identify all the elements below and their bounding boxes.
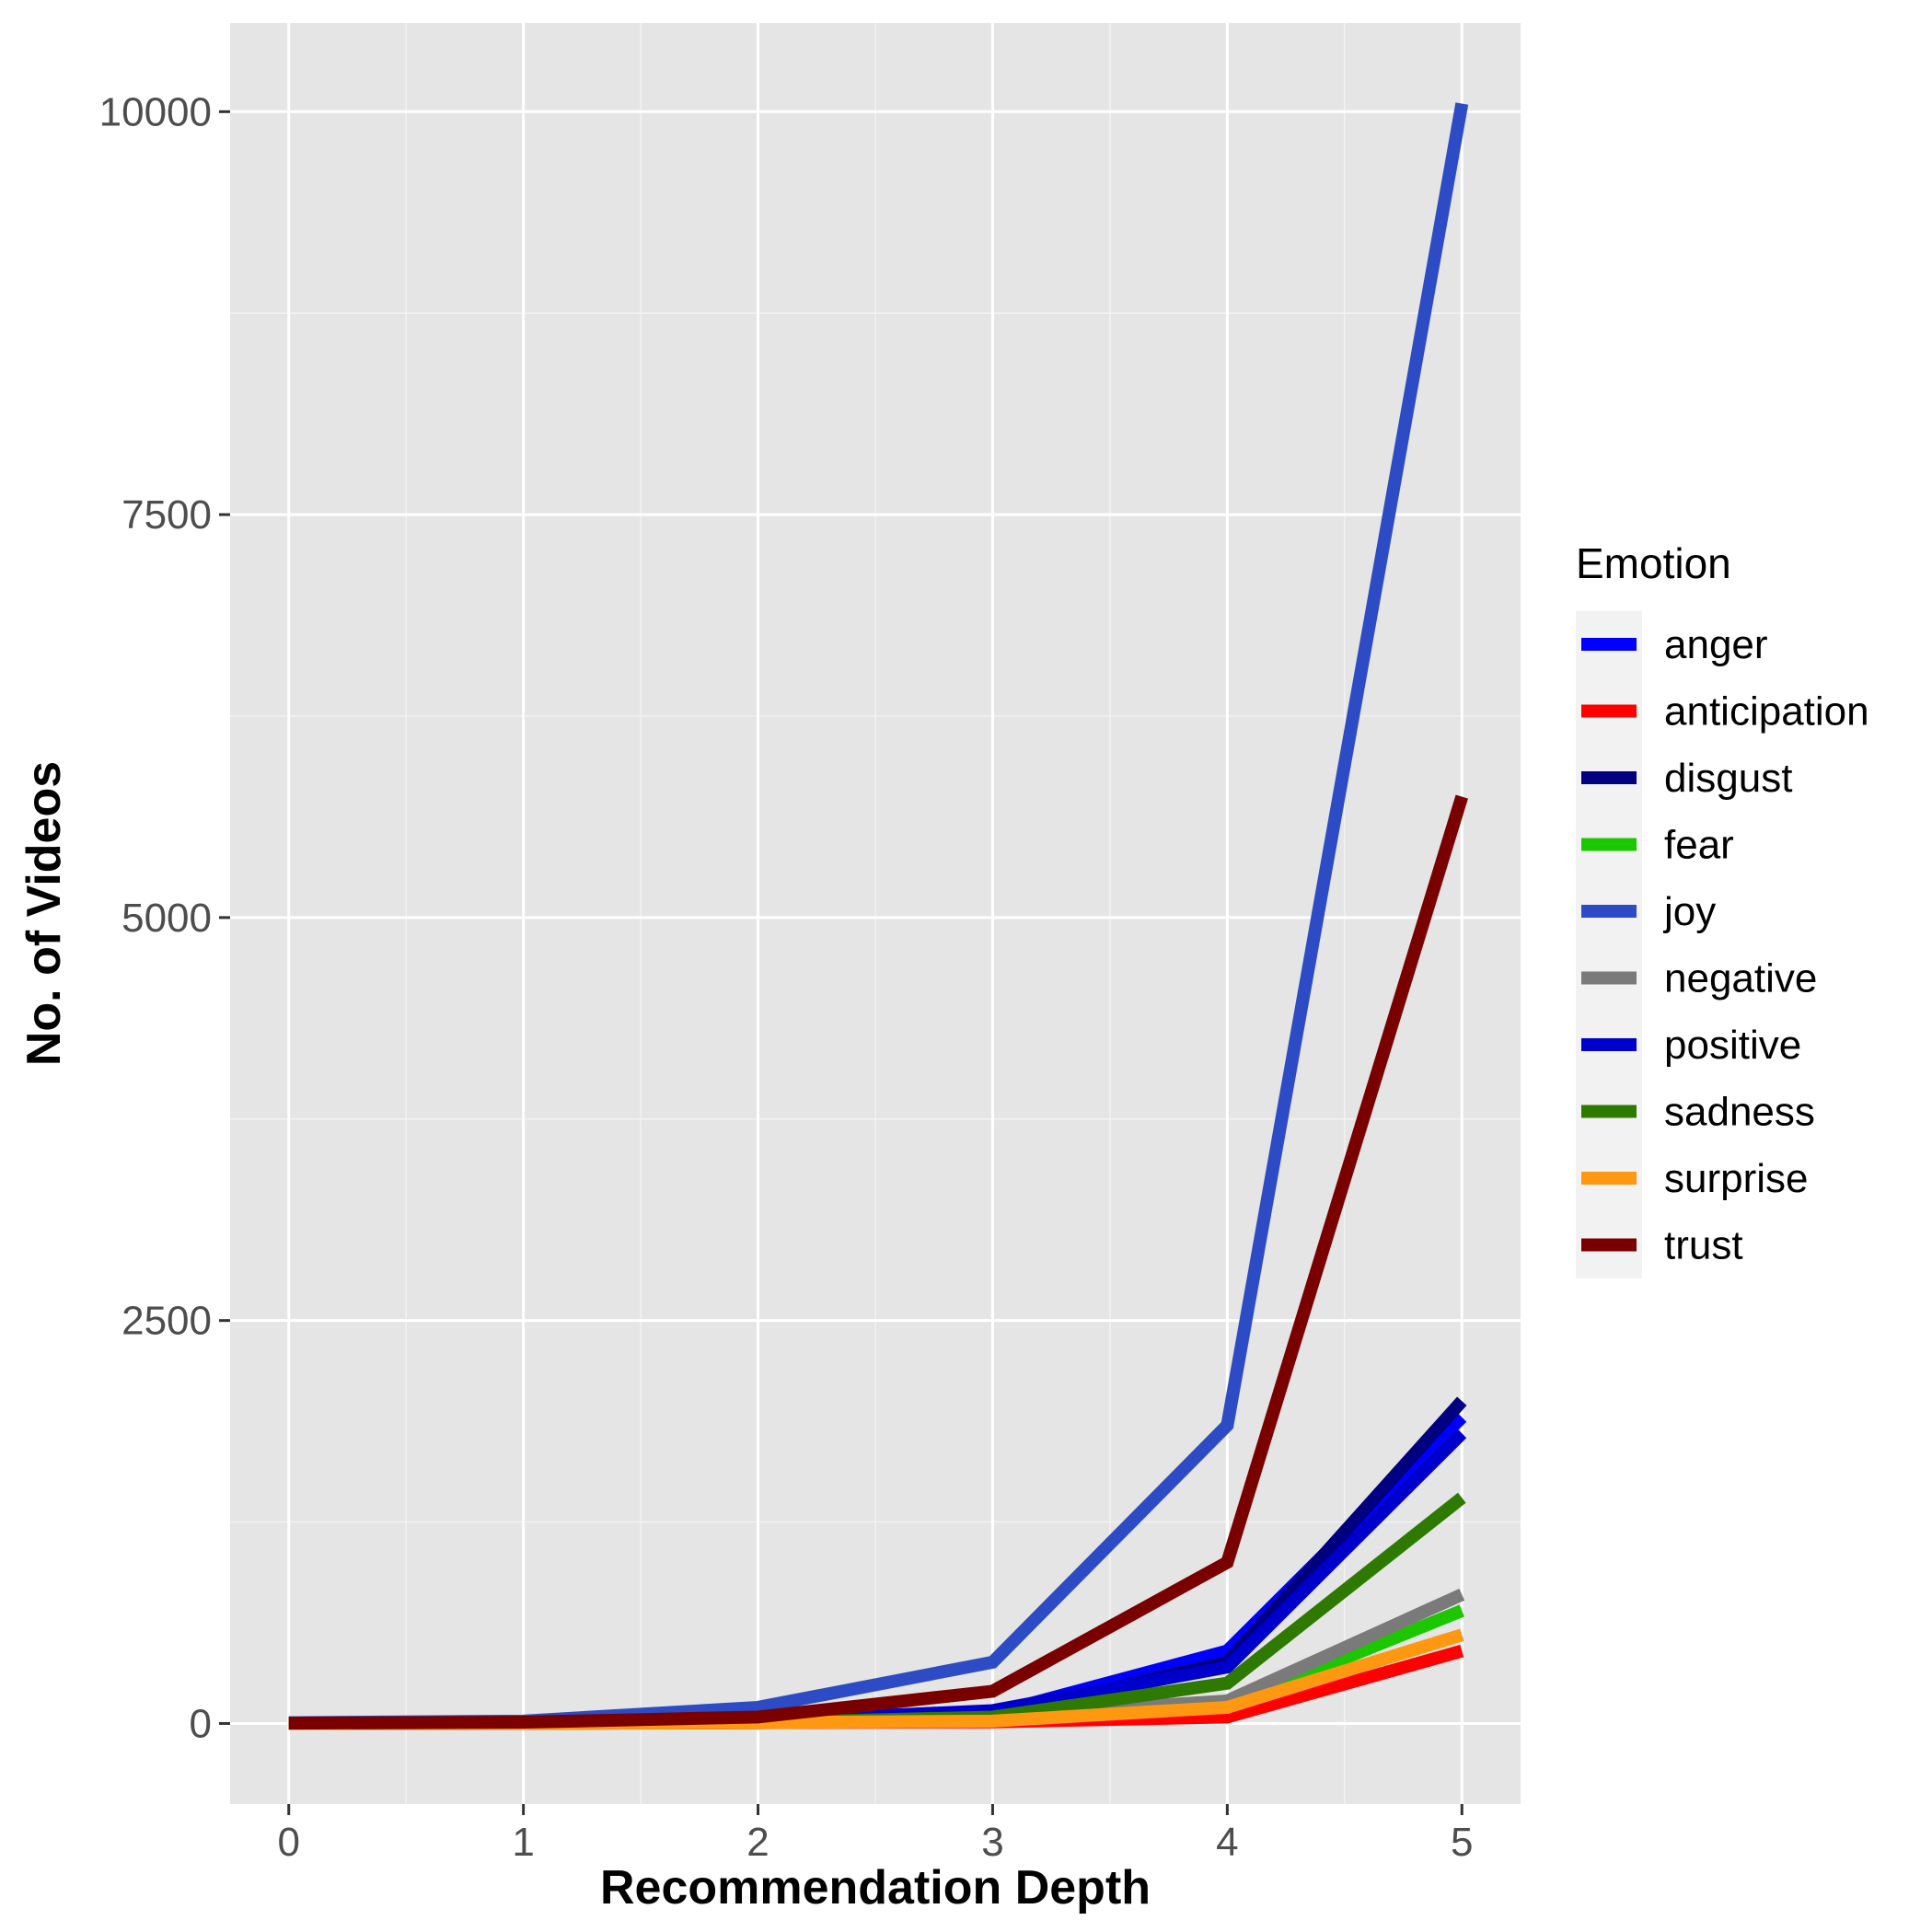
legend-label-trust: trust bbox=[1664, 1223, 1743, 1268]
x-tick-label: 5 bbox=[1451, 1820, 1473, 1865]
series-line-trust bbox=[288, 794, 1468, 1730]
legend-label-positive: positive bbox=[1664, 1023, 1801, 1068]
series-lines bbox=[288, 102, 1469, 1730]
y-tick-label: 7500 bbox=[121, 492, 212, 538]
legend-label-anticipation: anticipation bbox=[1664, 689, 1869, 735]
legend-label-disgust: disgust bbox=[1664, 756, 1792, 801]
legend-title: Emotion bbox=[1576, 539, 1731, 587]
y-axis: 0 2500 5000 7500 10000 bbox=[99, 89, 230, 1746]
legend-label-sadness: sadness bbox=[1664, 1090, 1815, 1135]
minor-gridlines bbox=[230, 23, 1521, 1804]
legend-label-negative: negative bbox=[1664, 956, 1817, 1001]
y-tick-label: 10000 bbox=[99, 89, 212, 134]
legend: Emotion anger anticipation disgust fear joy n… bbox=[1576, 539, 1869, 1278]
legend-items: anger anticipation disgust fear joy negative p… bbox=[1581, 622, 1869, 1268]
legend-label-anger: anger bbox=[1664, 622, 1768, 667]
legend-label-surprise: surprise bbox=[1664, 1156, 1809, 1201]
y-tick-label: 2500 bbox=[121, 1299, 212, 1344]
x-tick-label: 2 bbox=[746, 1820, 769, 1865]
x-tick-label: 4 bbox=[1216, 1820, 1238, 1865]
x-axis: 0 1 2 3 4 5 bbox=[277, 1804, 1474, 1865]
y-tick-label: 0 bbox=[190, 1701, 212, 1746]
x-axis-title: Recommendation Depth bbox=[600, 1861, 1151, 1915]
x-tick-label: 0 bbox=[277, 1820, 299, 1865]
y-axis-title: No. of Videos bbox=[17, 761, 71, 1066]
legend-key-background bbox=[1576, 610, 1642, 1278]
legend-label-joy: joy bbox=[1662, 889, 1716, 934]
legend-label-fear: fear bbox=[1664, 823, 1734, 868]
y-tick-label: 5000 bbox=[121, 896, 212, 941]
x-tick-label: 3 bbox=[981, 1820, 1003, 1865]
x-tick-label: 1 bbox=[512, 1820, 534, 1865]
